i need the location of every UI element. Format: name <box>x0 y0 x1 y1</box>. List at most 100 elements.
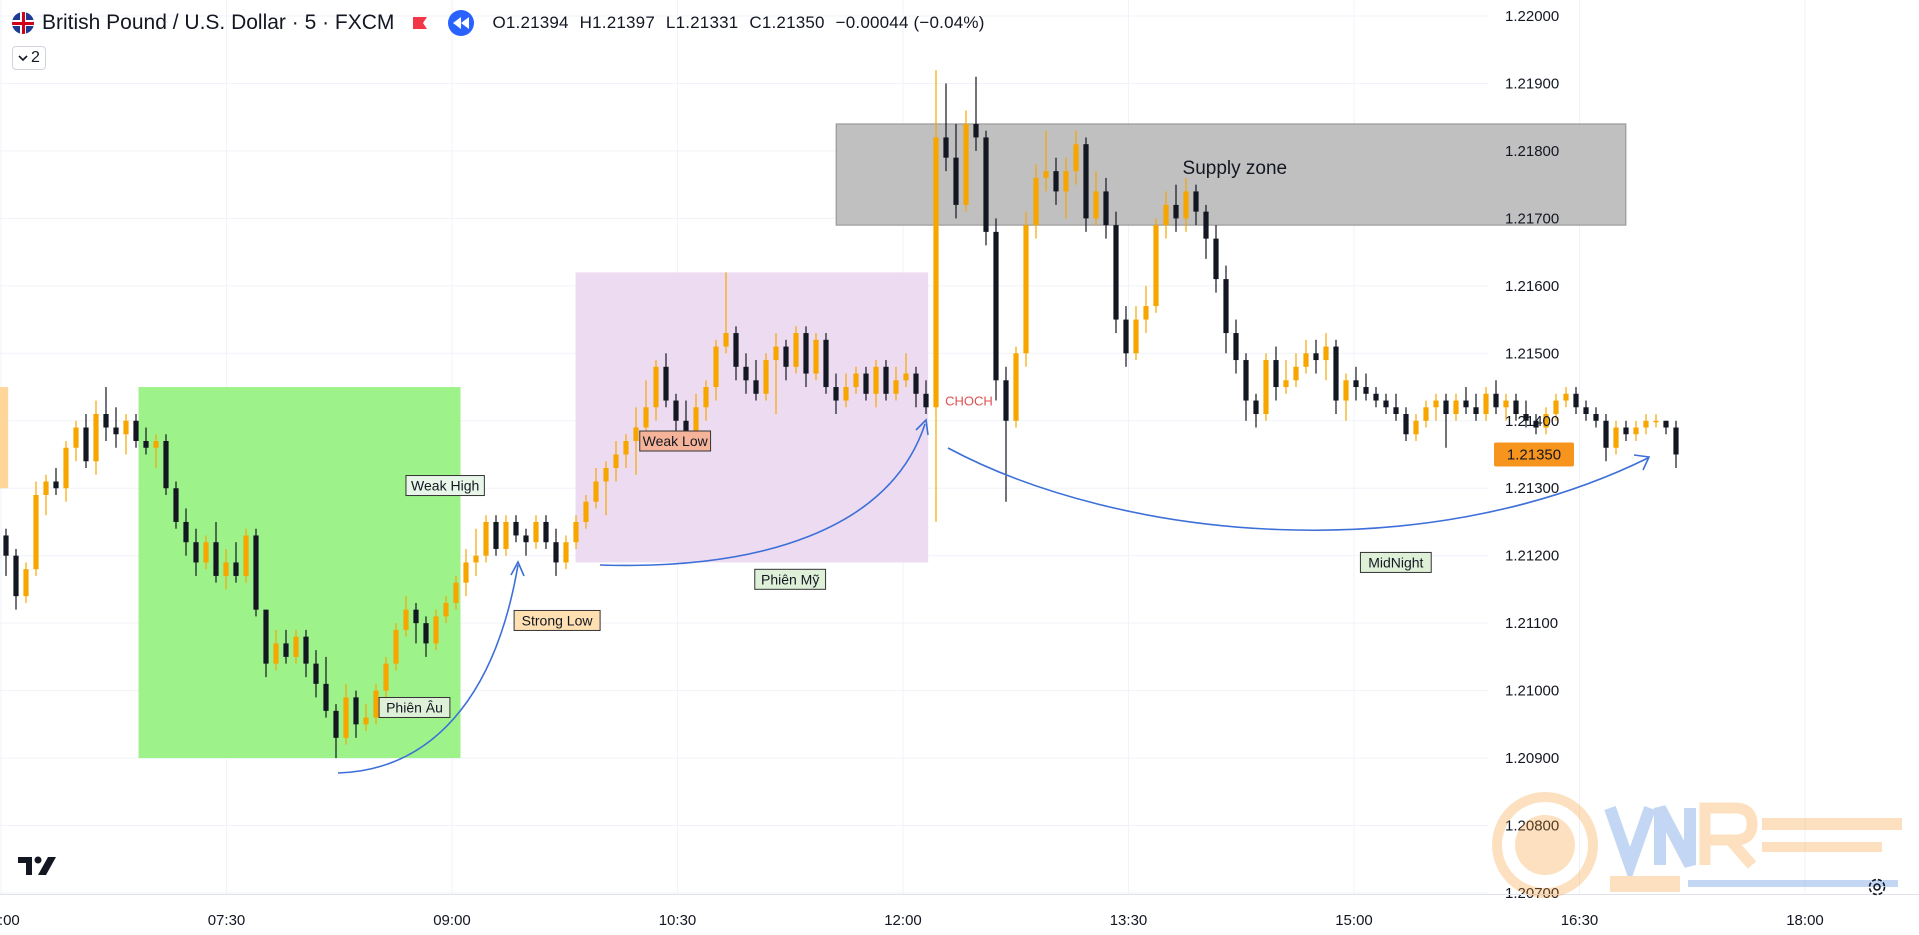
candle <box>333 704 339 759</box>
candle-body <box>733 333 739 367</box>
candle <box>1253 393 1259 428</box>
candle <box>33 481 39 576</box>
candle-body <box>943 137 949 158</box>
x-tick-label: 09:00 <box>433 912 471 929</box>
x-tick-label: 13:30 <box>1110 912 1148 929</box>
candle <box>493 515 499 556</box>
label-box-midnight <box>1359 551 1432 573</box>
candle-body <box>313 663 319 684</box>
candle-body <box>1223 279 1229 334</box>
bookmark-flag-icon[interactable] <box>412 15 428 31</box>
arrow-midnight-head <box>1633 454 1651 471</box>
candle <box>203 535 209 570</box>
candle-body <box>493 521 499 549</box>
candle-body <box>1673 427 1679 455</box>
candle <box>1233 319 1239 374</box>
candle-body <box>843 387 849 401</box>
chart-header: British Pound / U.S. Dollar · 5 · FXCM O… <box>12 10 991 36</box>
label-box-strong-low <box>513 609 601 631</box>
candle-body <box>1183 191 1189 219</box>
candle <box>1633 420 1639 442</box>
candle-body <box>1033 177 1039 226</box>
candle-body <box>483 521 489 556</box>
candle <box>463 548 469 597</box>
candle <box>1653 414 1659 428</box>
candle-body <box>203 542 209 563</box>
candle-body <box>1573 393 1579 408</box>
chevron-down-icon <box>18 55 28 62</box>
candle <box>1193 184 1199 226</box>
gbp-flag-icon <box>12 12 34 34</box>
candle <box>1283 360 1289 394</box>
candle-body <box>873 366 879 394</box>
candle <box>1043 130 1049 192</box>
candle <box>1133 306 1139 361</box>
candle-body <box>3 535 9 556</box>
x-tick-label: 12:00 <box>884 912 922 929</box>
candle <box>1533 414 1539 435</box>
y-tick-label: 1.21500 <box>1505 345 1559 362</box>
candle-body <box>1603 420 1609 448</box>
candle-body <box>933 137 939 408</box>
candle-body <box>1193 191 1199 212</box>
candle <box>813 333 819 381</box>
candle-body <box>1543 414 1549 428</box>
candle <box>283 629 289 664</box>
candle-body <box>1393 407 1399 415</box>
candle-body <box>593 481 599 502</box>
candle <box>413 602 419 644</box>
candle-body <box>423 623 429 644</box>
candle-body <box>643 407 649 428</box>
candle <box>1323 333 1329 381</box>
symbol-title[interactable]: British Pound / U.S. Dollar · 5 · FXCM <box>42 11 395 34</box>
settings-gear-icon[interactable] <box>1866 876 1888 898</box>
candle-body <box>473 555 479 563</box>
candle-body <box>23 569 29 597</box>
candle-body <box>1463 400 1469 408</box>
ohlc-change: −0.00044 (−0.04%) <box>835 13 985 32</box>
label-phi-n-u: Phiên Âu <box>386 699 443 715</box>
candle-body <box>103 414 109 428</box>
indicator-collapse-button[interactable]: 2 <box>12 46 46 70</box>
candle-body <box>323 683 329 711</box>
candle <box>653 360 659 421</box>
candle <box>1613 420 1619 455</box>
label-box-weak-low <box>639 430 712 452</box>
candle-body <box>1593 414 1599 421</box>
candle-body <box>783 346 789 367</box>
candle <box>383 656 389 698</box>
candle-body <box>753 380 759 394</box>
candle <box>1473 393 1479 421</box>
candle <box>443 596 449 624</box>
tradingview-logo-icon[interactable] <box>18 855 62 877</box>
candle <box>1183 177 1189 232</box>
candle <box>783 339 789 381</box>
candle-body <box>863 373 869 394</box>
candle <box>1583 400 1589 421</box>
candle-body <box>1373 393 1379 401</box>
candle-body <box>303 636 309 664</box>
candle <box>1333 339 1339 415</box>
candle-body <box>623 441 629 455</box>
replay-rewind-icon[interactable] <box>448 10 475 36</box>
candle-body <box>1163 204 1169 226</box>
candle <box>1483 387 1489 421</box>
candle <box>1303 339 1309 374</box>
candle-body <box>1253 400 1259 415</box>
candle <box>1123 306 1129 367</box>
candle <box>613 441 619 482</box>
y-tick-label: 1.20900 <box>1505 750 1559 767</box>
candle-body <box>453 582 459 603</box>
candle <box>113 407 119 448</box>
candle <box>13 548 19 610</box>
candle-body <box>1423 407 1429 421</box>
candle <box>143 427 149 455</box>
candle-body <box>1333 346 1339 401</box>
candle-body <box>183 521 189 543</box>
candle-body <box>163 441 169 489</box>
candle <box>883 360 889 401</box>
candle <box>1163 191 1169 239</box>
candle-body <box>613 454 619 468</box>
candle <box>753 360 759 401</box>
